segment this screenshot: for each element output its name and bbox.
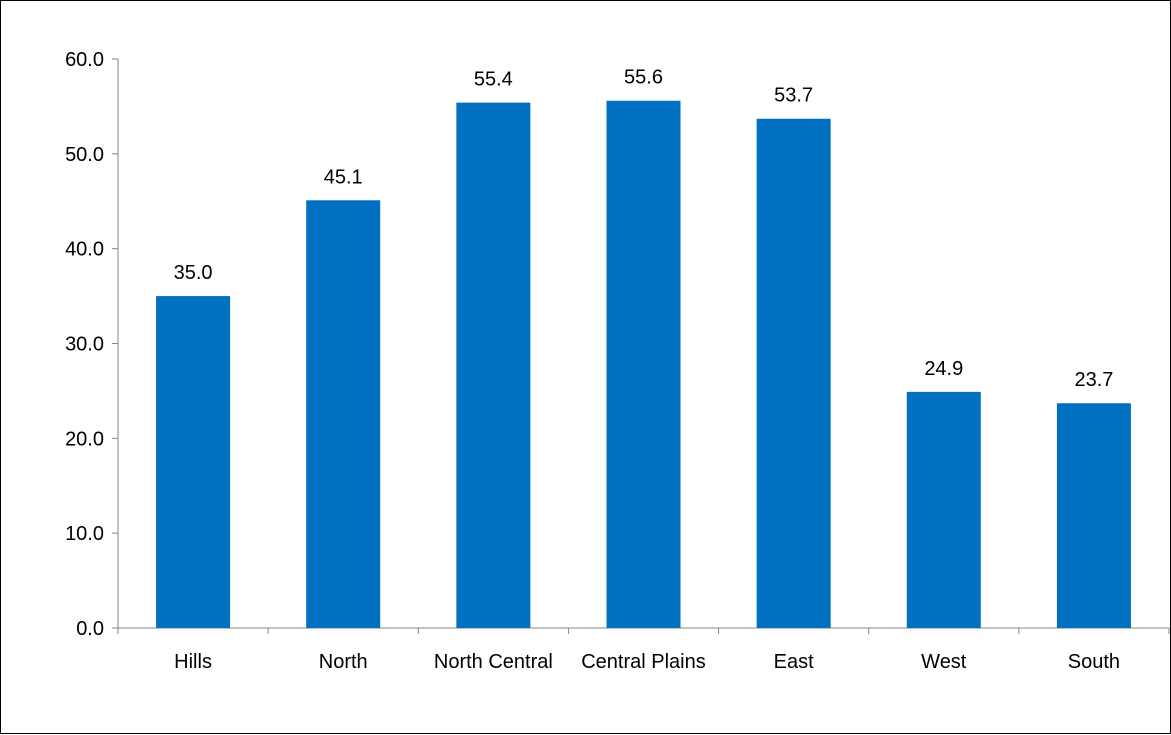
data-label: 53.7 [774, 85, 813, 107]
y-tick-label: 40.0 [65, 239, 104, 261]
category-label: North Central [434, 651, 553, 673]
bar-hills [156, 296, 231, 628]
data-label: 55.6 [624, 67, 663, 89]
category-label: Hills [174, 651, 212, 673]
bar-north [306, 200, 381, 628]
category-label: East [774, 651, 814, 673]
category-label: North [319, 651, 368, 673]
y-tick-label: 10.0 [65, 523, 104, 545]
y-tick-label: 50.0 [65, 144, 104, 166]
data-label: 24.9 [924, 358, 963, 380]
bar-central-plains [606, 100, 681, 628]
y-tick-label: 60.0 [65, 49, 104, 71]
data-label: 45.1 [324, 166, 363, 188]
category-label: Central Plains [581, 651, 706, 673]
bar-west [906, 391, 981, 628]
category-label: West [921, 651, 967, 673]
data-label: 55.4 [474, 69, 513, 91]
bar-north-central [456, 102, 531, 628]
y-tick-label: 20.0 [65, 428, 104, 450]
data-label: 35.0 [174, 262, 213, 284]
data-label: 23.7 [1074, 369, 1113, 391]
category-label: South [1068, 651, 1120, 673]
y-tick-label: 30.0 [65, 334, 104, 356]
y-tick-label: 0.0 [76, 618, 104, 640]
bar-south [1056, 403, 1131, 628]
bar-east [756, 118, 831, 629]
